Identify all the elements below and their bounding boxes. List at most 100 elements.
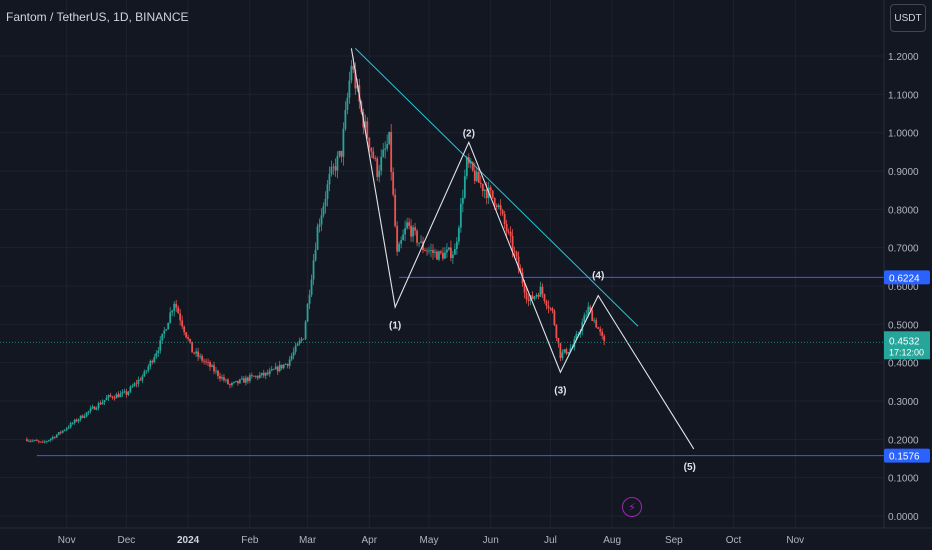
candle-body (495, 205, 498, 208)
candle-body (553, 310, 556, 326)
candle-body (330, 166, 333, 174)
candle-body (185, 332, 188, 338)
candle-countdown: 17:12:00 (889, 347, 924, 357)
candle-body (527, 299, 530, 301)
candle-body (545, 301, 548, 306)
candle-body (533, 296, 536, 299)
candle-body (93, 406, 96, 410)
candle-body (165, 329, 168, 331)
x-tick-label: Feb (241, 535, 259, 546)
candle-body (244, 377, 247, 383)
candle-body (159, 340, 162, 351)
lightning-icon[interactable]: ⚡ (622, 497, 642, 517)
candle-body (577, 333, 580, 335)
candle-body (157, 350, 160, 354)
candle-body (505, 224, 508, 232)
candle-body (565, 349, 568, 354)
candle-body (173, 303, 176, 311)
candle-body (282, 364, 285, 369)
candle-body (304, 321, 307, 339)
x-tick-label: 2024 (177, 535, 200, 546)
candle-body (428, 250, 430, 252)
candle-body (382, 149, 385, 157)
candle-body (306, 303, 309, 322)
candle-body (406, 222, 409, 229)
candle-body (451, 254, 454, 258)
candle-body (525, 292, 528, 300)
candle-body (37, 441, 40, 442)
candle-body (543, 294, 546, 302)
candle-body (217, 370, 219, 377)
x-tick-label: Dec (118, 535, 136, 546)
candle-body (292, 351, 295, 356)
candle-body (57, 432, 60, 435)
candle-body (507, 231, 510, 233)
candle-body (193, 352, 196, 354)
candle-body (595, 320, 598, 328)
candle-body (555, 325, 558, 338)
candle-body (171, 310, 174, 313)
candle-body (149, 360, 152, 367)
candle-body (87, 411, 90, 413)
trendline (354, 47, 639, 327)
candle-body (386, 144, 389, 149)
candle-body (310, 279, 313, 295)
level-price-label: 0.6224 (889, 273, 920, 284)
candle-body (233, 381, 235, 383)
candle-body (587, 306, 590, 316)
candle-body (187, 337, 190, 339)
wave-label: (5) (684, 462, 696, 473)
candle-body (83, 416, 86, 418)
candle-body (167, 322, 170, 330)
candle-body (519, 268, 522, 273)
candle-body (67, 427, 70, 429)
candle-body (436, 251, 438, 260)
candle-body (336, 155, 339, 171)
candle-body (493, 197, 496, 206)
y-tick-label: 0.7000 (888, 244, 919, 255)
price-axis[interactable]: 0.0000 0.1000 0.2000 0.3000 0.4000 0.5000 0.60… (883, 0, 930, 528)
candle-body (459, 203, 462, 228)
candle-body (113, 397, 116, 399)
candle-body (368, 137, 371, 149)
candle-body (91, 406, 94, 409)
candle-body (199, 355, 201, 357)
candle-body (350, 66, 353, 81)
candle-body (457, 227, 460, 242)
symbol-title[interactable]: Fantom / TetherUS, 1D, BINANCE (6, 10, 189, 24)
candle-body (497, 205, 500, 208)
candle-body (585, 315, 588, 317)
candle-body (316, 226, 319, 250)
currency-button[interactable]: USDT (890, 4, 926, 32)
candle-body (513, 250, 516, 252)
candle-body (539, 286, 542, 297)
wave-label: (3) (554, 386, 566, 397)
candle-body (41, 441, 44, 443)
candle-body (139, 379, 142, 381)
candle-body (111, 396, 114, 398)
candle-body (491, 190, 494, 198)
candle-body (302, 338, 305, 340)
time-axis[interactable]: Nov Dec 2024 Feb Mar Apr May Jun Jul Aug Sep Oct Nov (0, 527, 932, 546)
candle-body (424, 250, 426, 251)
candle-body (567, 352, 570, 354)
candle-body (125, 391, 128, 395)
candle-body (31, 440, 34, 442)
candle-body (575, 334, 578, 340)
candle-body (477, 171, 480, 183)
candle-body (483, 189, 486, 192)
candle-body (252, 375, 255, 377)
candle-body (392, 172, 395, 195)
candlestick-series (25, 56, 606, 444)
candle-body (161, 333, 164, 341)
candle-body (223, 377, 225, 381)
candle-body (79, 415, 82, 420)
drawing-overlays: (1) (2) (3) (4) (5) (0, 47, 884, 473)
candle-body (59, 432, 62, 433)
candle-body (266, 372, 269, 375)
candle-body (449, 247, 452, 258)
candle-body (461, 197, 464, 204)
candle-body (402, 234, 405, 241)
candle-body (418, 242, 420, 244)
